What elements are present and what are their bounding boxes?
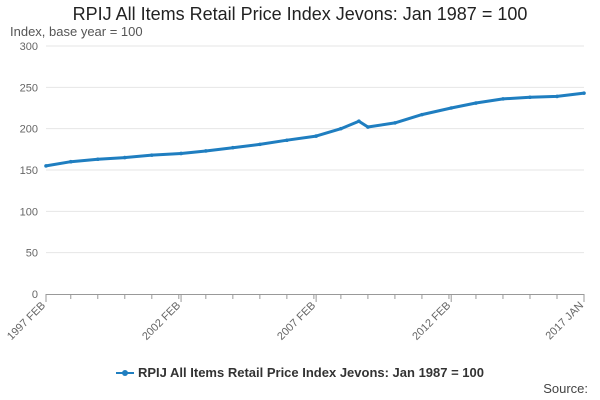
x-tick-label: 2012 FEB <box>410 300 453 343</box>
data-point <box>122 155 127 160</box>
x-tick-label: 2007 FEB <box>275 300 318 343</box>
legend-dot <box>122 369 128 376</box>
data-point <box>95 157 100 162</box>
data-point <box>501 97 505 101</box>
data-point <box>44 164 48 168</box>
y-axis-label: Index, base year = 100 <box>10 24 143 39</box>
source-label: Source: <box>543 381 588 396</box>
y-tick-label: 100 <box>20 206 38 218</box>
legend-item[interactable]: RPIJ All Items Retail Price Index Jevons… <box>116 365 484 380</box>
data-point <box>204 149 208 153</box>
data-point <box>528 95 532 100</box>
data-point <box>420 112 424 117</box>
x-tick-label: 1997 FEB <box>5 300 48 343</box>
data-point <box>449 106 453 110</box>
y-tick-label: 250 <box>20 82 38 94</box>
y-tick-label: 150 <box>20 165 38 177</box>
legend[interactable]: RPIJ All Items Retail Price Index Jevons… <box>0 365 600 380</box>
data-point <box>366 125 370 129</box>
data-point <box>357 119 361 124</box>
chart-title: RPIJ All Items Retail Price Index Jevons… <box>72 4 528 24</box>
data-point <box>314 134 318 138</box>
data-point <box>393 121 397 125</box>
x-tick-label: 2017 JAN <box>543 300 586 343</box>
series-line <box>44 91 586 168</box>
y-tick-label: 0 <box>32 289 38 301</box>
y-tick-label: 50 <box>26 248 38 260</box>
legend-label: RPIJ All Items Retail Price Index Jevons… <box>138 365 484 380</box>
data-point <box>68 159 73 164</box>
data-point <box>149 153 154 157</box>
y-tick-label: 200 <box>20 124 38 136</box>
data-point <box>474 101 478 105</box>
data-point <box>179 151 183 156</box>
y-tick-label: 300 <box>20 41 38 53</box>
data-point <box>555 94 559 99</box>
data-point <box>582 91 586 95</box>
data-point <box>339 126 343 131</box>
data-point <box>258 142 262 147</box>
x-tick-label: 2002 FEB <box>140 300 183 343</box>
data-point <box>285 138 289 143</box>
data-point <box>231 145 235 150</box>
legend-series-marker-icon <box>116 367 134 379</box>
